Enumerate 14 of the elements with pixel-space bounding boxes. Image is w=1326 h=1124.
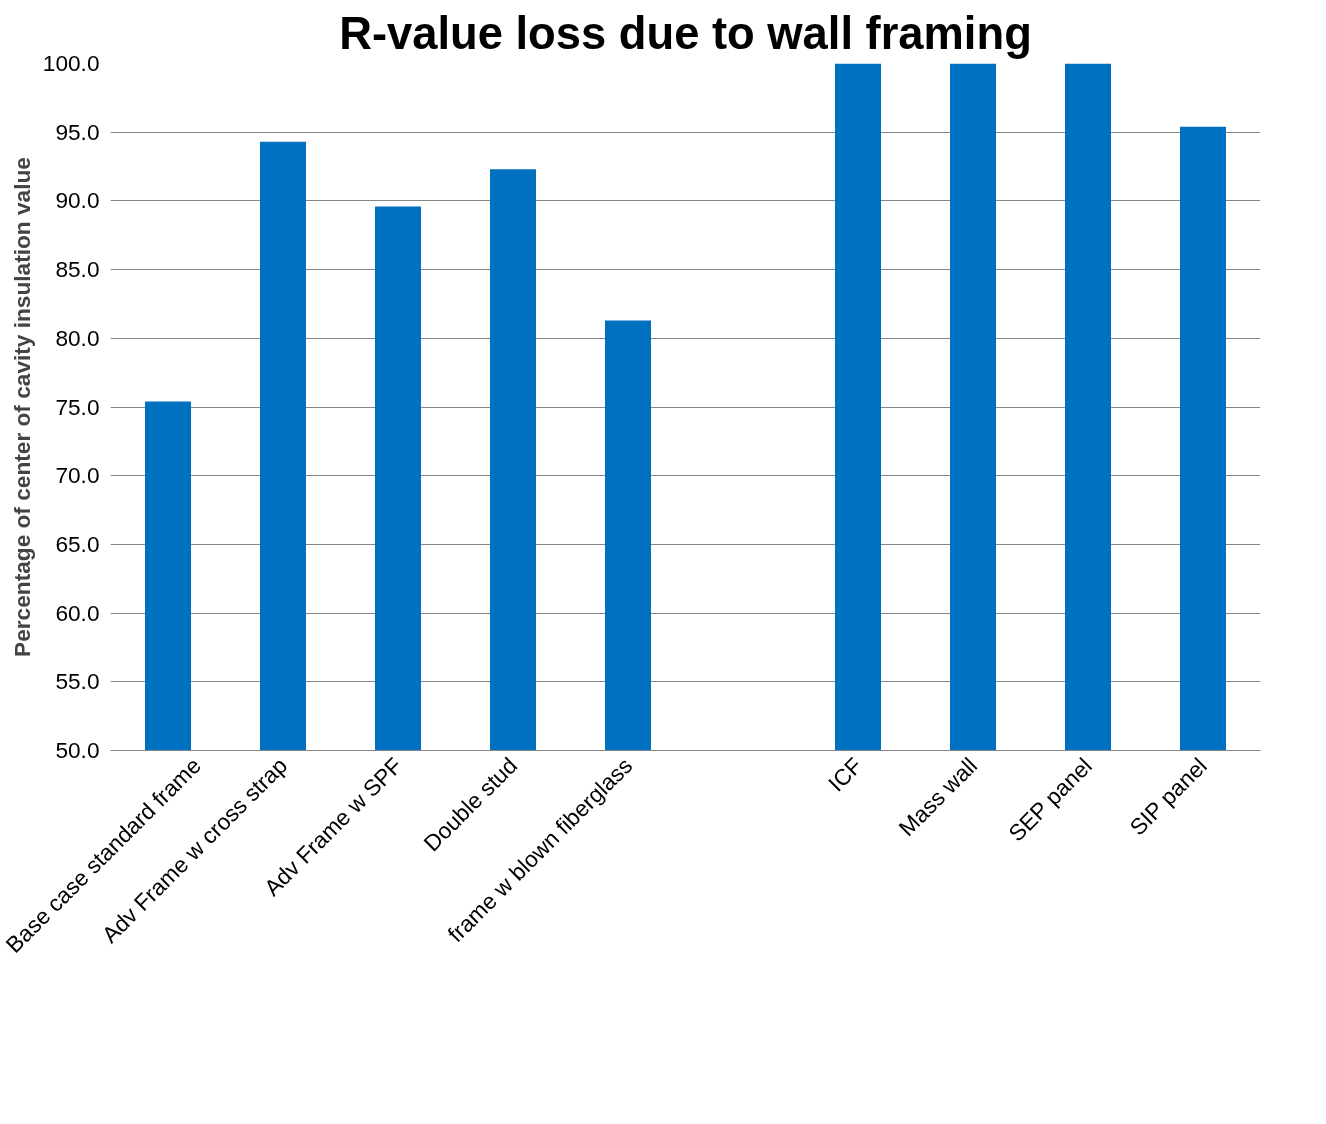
y-axis-title: Percentage of center of cavity insulation value [8, 157, 35, 657]
y-tick-label: 100.0 [42, 50, 100, 76]
y-tick-label: 95.0 [55, 118, 100, 145]
y-tick-label: 75.0 [55, 393, 100, 420]
y-tick-label: 70.0 [55, 462, 100, 489]
y-tick-label: 80.0 [55, 324, 100, 351]
y-tick-label: 50.0 [55, 737, 100, 763]
y-tick-label: 60.0 [55, 599, 100, 626]
y-tick-label: 85.0 [55, 256, 100, 283]
chart-title: R-value loss due to wall framing [339, 7, 1032, 59]
y-tick-label: 90.0 [55, 187, 100, 214]
x-tick-label: ICF [823, 752, 868, 797]
y-tick-label: 55.0 [55, 668, 100, 695]
y-tick-label: 65.0 [55, 530, 100, 557]
